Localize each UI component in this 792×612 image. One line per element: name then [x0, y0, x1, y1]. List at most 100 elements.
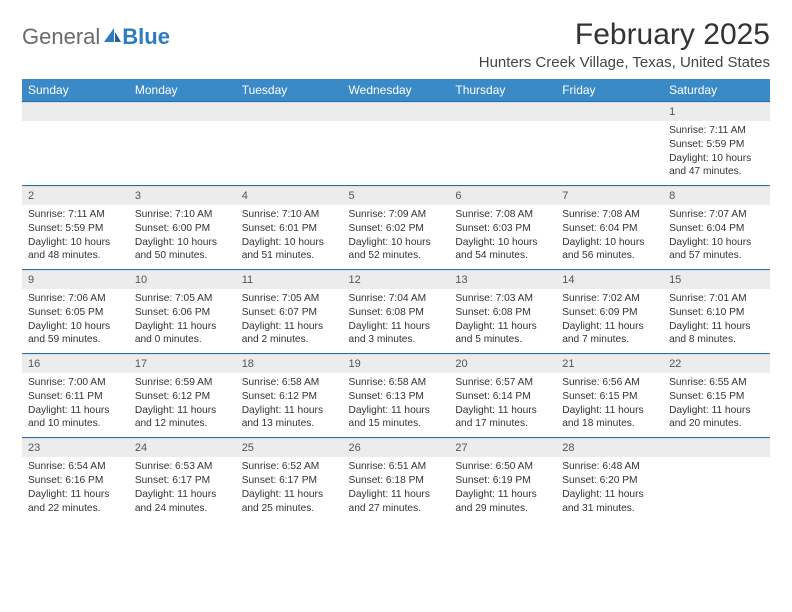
sunset-line: Sunset: 6:00 PM	[135, 222, 230, 236]
daylight-line2: and 17 minutes.	[455, 417, 550, 431]
sunrise-line: Sunrise: 6:56 AM	[562, 376, 657, 390]
daylight-line1: Daylight: 10 hours	[349, 236, 444, 250]
day-number: 27	[449, 438, 556, 457]
dayhead-fri: Friday	[556, 79, 663, 102]
day-number	[22, 102, 129, 121]
logo: General Blue	[22, 18, 170, 50]
calendar-cell: 26Sunrise: 6:51 AMSunset: 6:18 PMDayligh…	[343, 438, 450, 522]
header: General Blue February 2025 Hunters Creek…	[22, 18, 770, 71]
daylight-line2: and 22 minutes.	[28, 502, 123, 516]
title-block: February 2025 Hunters Creek Village, Tex…	[479, 18, 770, 71]
daylight-line1: Daylight: 11 hours	[242, 320, 337, 334]
day-number: 12	[343, 270, 450, 289]
day-content: Sunrise: 6:58 AMSunset: 6:12 PMDaylight:…	[236, 373, 343, 437]
calendar-cell: 17Sunrise: 6:59 AMSunset: 6:12 PMDayligh…	[129, 354, 236, 438]
calendar-cell: 6Sunrise: 7:08 AMSunset: 6:03 PMDaylight…	[449, 186, 556, 270]
day-content: Sunrise: 7:06 AMSunset: 6:05 PMDaylight:…	[22, 289, 129, 353]
day-content: Sunrise: 7:01 AMSunset: 6:10 PMDaylight:…	[663, 289, 770, 353]
sunrise-line: Sunrise: 6:58 AM	[242, 376, 337, 390]
sunrise-line: Sunrise: 7:05 AM	[242, 292, 337, 306]
calendar-cell: 24Sunrise: 6:53 AMSunset: 6:17 PMDayligh…	[129, 438, 236, 522]
day-content: Sunrise: 7:02 AMSunset: 6:09 PMDaylight:…	[556, 289, 663, 353]
calendar-page: General Blue February 2025 Hunters Creek…	[0, 0, 792, 521]
dayhead-tue: Tuesday	[236, 79, 343, 102]
daylight-line2: and 54 minutes.	[455, 249, 550, 263]
sunset-line: Sunset: 6:19 PM	[455, 474, 550, 488]
sunset-line: Sunset: 5:59 PM	[28, 222, 123, 236]
daylight-line1: Daylight: 10 hours	[28, 236, 123, 250]
day-content: Sunrise: 7:04 AMSunset: 6:08 PMDaylight:…	[343, 289, 450, 353]
daylight-line2: and 20 minutes.	[669, 417, 764, 431]
daylight-line1: Daylight: 11 hours	[28, 404, 123, 418]
sunset-line: Sunset: 6:17 PM	[135, 474, 230, 488]
sunrise-line: Sunrise: 6:55 AM	[669, 376, 764, 390]
day-content	[343, 121, 450, 179]
day-content: Sunrise: 6:54 AMSunset: 6:16 PMDaylight:…	[22, 457, 129, 521]
day-number	[236, 102, 343, 121]
sunrise-line: Sunrise: 7:10 AM	[242, 208, 337, 222]
daylight-line1: Daylight: 10 hours	[562, 236, 657, 250]
day-number	[449, 102, 556, 121]
sunrise-line: Sunrise: 7:07 AM	[669, 208, 764, 222]
calendar-cell: 8Sunrise: 7:07 AMSunset: 6:04 PMDaylight…	[663, 186, 770, 270]
sunset-line: Sunset: 6:12 PM	[135, 390, 230, 404]
day-content: Sunrise: 6:53 AMSunset: 6:17 PMDaylight:…	[129, 457, 236, 521]
calendar-cell: 1Sunrise: 7:11 AMSunset: 5:59 PMDaylight…	[663, 102, 770, 186]
day-content: Sunrise: 7:07 AMSunset: 6:04 PMDaylight:…	[663, 205, 770, 269]
daylight-line1: Daylight: 10 hours	[669, 152, 764, 166]
day-content	[22, 121, 129, 179]
sunset-line: Sunset: 6:18 PM	[349, 474, 444, 488]
day-content: Sunrise: 6:57 AMSunset: 6:14 PMDaylight:…	[449, 373, 556, 437]
calendar-cell: 12Sunrise: 7:04 AMSunset: 6:08 PMDayligh…	[343, 270, 450, 354]
day-number	[343, 102, 450, 121]
day-number: 15	[663, 270, 770, 289]
daylight-line2: and 48 minutes.	[28, 249, 123, 263]
calendar-cell: 4Sunrise: 7:10 AMSunset: 6:01 PMDaylight…	[236, 186, 343, 270]
sunset-line: Sunset: 6:15 PM	[669, 390, 764, 404]
sunset-line: Sunset: 6:08 PM	[349, 306, 444, 320]
calendar-cell: 25Sunrise: 6:52 AMSunset: 6:17 PMDayligh…	[236, 438, 343, 522]
daylight-line1: Daylight: 11 hours	[562, 320, 657, 334]
calendar-cell: 21Sunrise: 6:56 AMSunset: 6:15 PMDayligh…	[556, 354, 663, 438]
daylight-line2: and 7 minutes.	[562, 333, 657, 347]
sunrise-line: Sunrise: 6:48 AM	[562, 460, 657, 474]
daylight-line2: and 18 minutes.	[562, 417, 657, 431]
calendar-cell	[663, 438, 770, 522]
sunset-line: Sunset: 6:06 PM	[135, 306, 230, 320]
sunrise-line: Sunrise: 6:57 AM	[455, 376, 550, 390]
day-number: 28	[556, 438, 663, 457]
daylight-line2: and 2 minutes.	[242, 333, 337, 347]
daylight-line1: Daylight: 11 hours	[562, 404, 657, 418]
daylight-line1: Daylight: 11 hours	[242, 404, 337, 418]
day-content	[556, 121, 663, 179]
daylight-line1: Daylight: 10 hours	[242, 236, 337, 250]
sunset-line: Sunset: 6:09 PM	[562, 306, 657, 320]
daylight-line2: and 56 minutes.	[562, 249, 657, 263]
calendar-row: 9Sunrise: 7:06 AMSunset: 6:05 PMDaylight…	[22, 270, 770, 354]
daylight-line1: Daylight: 11 hours	[455, 488, 550, 502]
daylight-line2: and 5 minutes.	[455, 333, 550, 347]
daylight-line2: and 12 minutes.	[135, 417, 230, 431]
day-number	[556, 102, 663, 121]
day-content: Sunrise: 7:08 AMSunset: 6:04 PMDaylight:…	[556, 205, 663, 269]
day-number: 21	[556, 354, 663, 373]
dayhead-wed: Wednesday	[343, 79, 450, 102]
sail-icon	[102, 24, 122, 50]
sunset-line: Sunset: 6:01 PM	[242, 222, 337, 236]
daylight-line2: and 3 minutes.	[349, 333, 444, 347]
calendar-cell: 5Sunrise: 7:09 AMSunset: 6:02 PMDaylight…	[343, 186, 450, 270]
calendar-cell	[449, 102, 556, 186]
day-content: Sunrise: 7:05 AMSunset: 6:06 PMDaylight:…	[129, 289, 236, 353]
sunset-line: Sunset: 6:04 PM	[669, 222, 764, 236]
sunrise-line: Sunrise: 6:50 AM	[455, 460, 550, 474]
sunrise-line: Sunrise: 7:05 AM	[135, 292, 230, 306]
daylight-line1: Daylight: 11 hours	[455, 320, 550, 334]
daylight-line2: and 0 minutes.	[135, 333, 230, 347]
sunset-line: Sunset: 6:20 PM	[562, 474, 657, 488]
day-content: Sunrise: 7:08 AMSunset: 6:03 PMDaylight:…	[449, 205, 556, 269]
calendar-cell: 18Sunrise: 6:58 AMSunset: 6:12 PMDayligh…	[236, 354, 343, 438]
day-number: 9	[22, 270, 129, 289]
sunrise-line: Sunrise: 7:08 AM	[562, 208, 657, 222]
day-content: Sunrise: 7:10 AMSunset: 6:00 PMDaylight:…	[129, 205, 236, 269]
daylight-line1: Daylight: 11 hours	[349, 320, 444, 334]
